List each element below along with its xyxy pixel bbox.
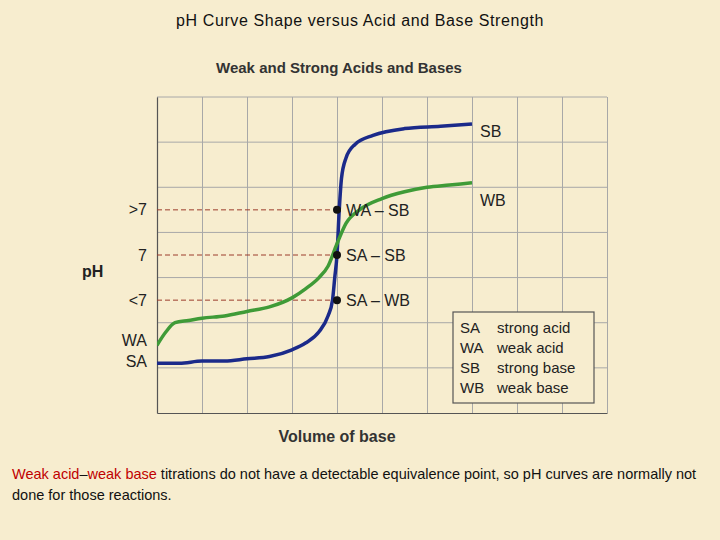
- point-label: SA – SB: [346, 247, 406, 264]
- y-tick: 7: [138, 247, 157, 264]
- guide-line: [157, 255, 337, 256]
- y-tick: WA: [122, 332, 157, 349]
- series-label: SB: [480, 123, 501, 140]
- series-line: [157, 124, 472, 363]
- y-tick-label: <7: [129, 292, 147, 309]
- y-tick-label: WA: [122, 332, 148, 349]
- point: [333, 206, 341, 214]
- key-abbr: SA: [460, 319, 480, 336]
- key-frame: [453, 312, 594, 403]
- y-tick-label: 7: [138, 247, 147, 264]
- y-axis: >7 7 <7 WA SA: [122, 98, 158, 414]
- series-labels: SB WB: [480, 123, 506, 209]
- key-text: strong base: [497, 359, 575, 376]
- key-text: weak acid: [496, 339, 564, 356]
- footnote-part: weak base: [88, 466, 157, 482]
- grid-line: [202, 97, 203, 413]
- key-text: strong acid: [497, 319, 570, 336]
- key-abbr: WA: [460, 339, 484, 356]
- page-title: pH Curve Shape versus Acid and Base Stre…: [176, 12, 544, 29]
- y-tick: <7: [129, 292, 157, 309]
- chart-title: Weak and Strong Acids and Bases: [216, 59, 462, 76]
- y-axis-title: pH: [82, 263, 103, 280]
- y-tick-label: SA: [126, 353, 148, 370]
- key-box: SA strong acid WA weak acid SB strong base WB w…: [453, 312, 594, 403]
- point-label: SA – WB: [346, 292, 410, 309]
- point: [333, 296, 341, 304]
- key-text: weak base: [496, 379, 569, 396]
- grid-line: [607, 97, 608, 413]
- x-tick: [202, 97, 203, 413]
- guide-line: [157, 209, 337, 210]
- point-labels: WA – SB SA – SB SA – WB: [346, 202, 410, 309]
- key-abbr: SB: [460, 359, 480, 376]
- grid-line: [292, 97, 293, 413]
- x-tick: [427, 97, 428, 413]
- y-tick-label: >7: [129, 201, 147, 218]
- y-tick: SA: [126, 353, 157, 370]
- point: [333, 251, 341, 259]
- footnote-part: –: [79, 466, 87, 482]
- y-tick: >7: [129, 201, 157, 218]
- plot-marks: [157, 124, 472, 363]
- x-axis: [158, 97, 608, 414]
- x-axis-title: Volume of base: [278, 428, 395, 445]
- point-label: WA – SB: [346, 202, 409, 219]
- series-label: WB: [480, 192, 506, 209]
- footnote-part: Weak acid: [12, 466, 79, 482]
- series-line: [157, 183, 472, 346]
- grid-line: [427, 97, 428, 413]
- chart: pH Curve Shape versus Acid and Base Stre…: [0, 0, 720, 460]
- x-axis-line: [158, 413, 608, 414]
- footnote: Weak acid–weak base titrations do not ha…: [12, 464, 712, 506]
- x-tick: [607, 97, 608, 413]
- key-abbr: WB: [460, 379, 484, 396]
- x-tick: [292, 97, 293, 413]
- guide-line: [157, 300, 337, 301]
